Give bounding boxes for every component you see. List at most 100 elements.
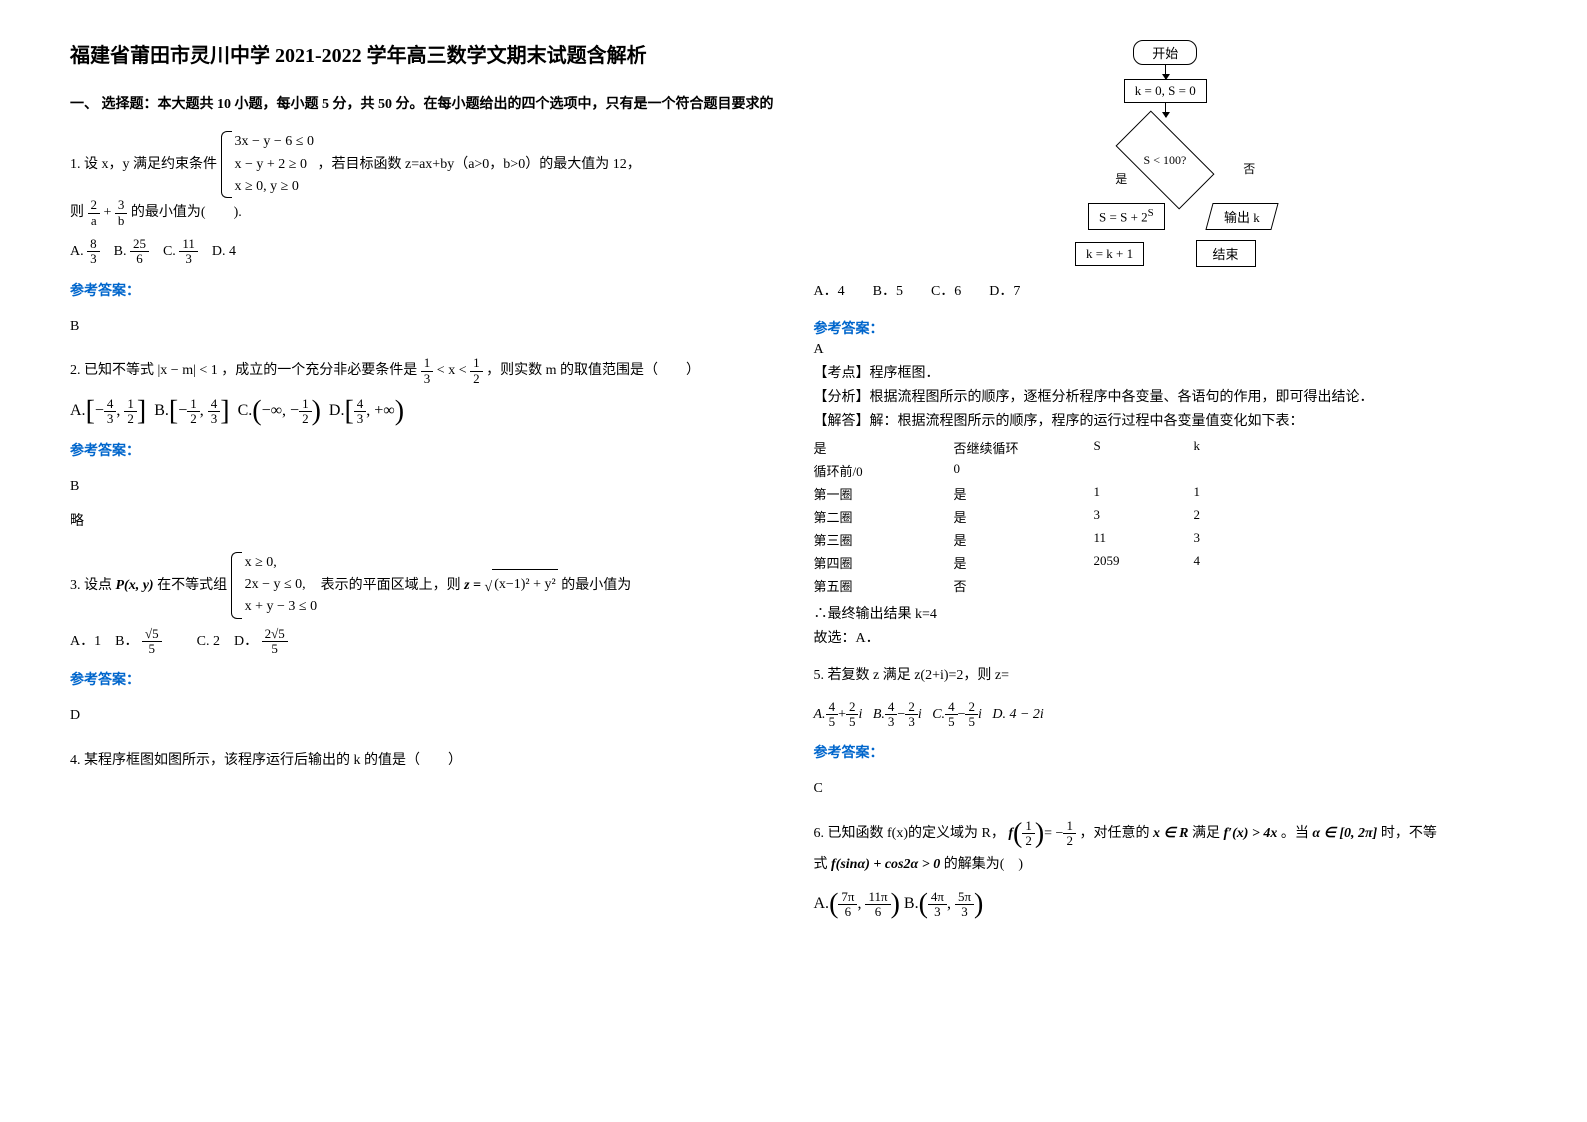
q1-l2-before: 则 bbox=[70, 205, 84, 220]
q4-concl2: 故选：A． bbox=[814, 627, 1518, 647]
q1-options: A. 83 B. 256 C. 113 D. 4 bbox=[70, 237, 774, 267]
flowchart: 开始 k = 0, S = 0 S < 100? 否 是 S = S + 2S … bbox=[1055, 40, 1275, 267]
q1-stem2: 则 2a + 3b 的最小值为( ). bbox=[70, 198, 774, 229]
q3-optB-lbl: B． bbox=[115, 634, 138, 649]
q3-optD-lbl: D． bbox=[234, 634, 258, 649]
q2-frac-l: 13 bbox=[421, 356, 434, 386]
fc-decision: S < 100? bbox=[1116, 111, 1215, 210]
fc-yes-label: 是 bbox=[1115, 170, 1127, 187]
q2-optC: C. bbox=[238, 402, 253, 419]
q5-stem: 5. 若复数 z 满足 z(2+i)=2，则 z= bbox=[814, 661, 1518, 692]
q2-note: 略 bbox=[70, 507, 774, 538]
page-title: 福建省莆田市灵川中学 2021-2022 学年高三数学文期末试题含解析 bbox=[70, 40, 774, 72]
q6-options: A.(7π6, 11π6) B.(4π3, 5π3) bbox=[814, 888, 1518, 920]
q6-alpha: α ∈ [0, 2π] bbox=[1312, 826, 1377, 841]
q2-optA: A. bbox=[70, 402, 86, 419]
q5-optB: B. bbox=[873, 707, 885, 722]
right-column: 开始 k = 0, S = 0 S < 100? 否 是 S = S + 2S … bbox=[794, 40, 1538, 1082]
table-row: 第五圈否 bbox=[814, 576, 1518, 595]
fc-row-end: k = k + 1 结束 bbox=[1055, 240, 1275, 267]
q2-ans: B bbox=[70, 472, 774, 503]
q5-options: A.45+25i B.43−23i C.45−25i D. 4 − 2i bbox=[814, 700, 1518, 730]
fc-arrow bbox=[1165, 65, 1167, 79]
q6-stem2: 式 f(sinα) + cos2α > 0 的解集为( ) bbox=[814, 850, 1518, 881]
section-heading: 一、 选择题：本大题共 10 小题，每小题 5 分，共 50 分。在每小题给出的… bbox=[70, 92, 774, 117]
q1-sys-l2: x − y + 2 ≥ 0 bbox=[235, 154, 314, 176]
fc-step1: S = S + 2S bbox=[1088, 203, 1165, 229]
q3-ans: D bbox=[70, 701, 774, 732]
question-6: 6. 已知函数 f(x)的定义域为 R， f(12)= −12 ，对任意的 x … bbox=[814, 819, 1518, 921]
q1-optD: D. 4 bbox=[212, 244, 236, 259]
q4-table: 是否继续循环Sk 循环前/00 第一圈是11 第二圈是32 第三圈是113 第四… bbox=[814, 438, 1518, 595]
q3-sqrt: (x−1)² + y² bbox=[492, 569, 558, 601]
q1-ans-label: 参考答案： bbox=[70, 277, 774, 308]
q6-mid: ，对任意的 bbox=[1079, 826, 1149, 841]
q3-mid: 在不等式组 bbox=[157, 577, 227, 592]
q2-after: ，则实数 m 的取值范围是（ ） bbox=[486, 363, 700, 378]
q4-analysis: 【分析】根据流程图所示的顺序，逐框分析程序中各变量、各语句的作用，即可得出结论． bbox=[814, 386, 1518, 406]
table-row: 第二圈是32 bbox=[814, 507, 1518, 526]
q2-ans-label: 参考答案： bbox=[70, 437, 774, 468]
q6-optA: A. bbox=[814, 895, 830, 912]
q5-optD: D. 4 − 2i bbox=[992, 707, 1043, 722]
q3-after1: 表示的平面区域上，则 bbox=[321, 577, 461, 592]
q2-midineq: < x < bbox=[437, 363, 467, 378]
fc-output: 输出 k bbox=[1206, 203, 1279, 230]
q3-sys-l2: 2x − y ≤ 0, bbox=[245, 574, 317, 596]
q3-options: A．1 B． √55 C. 2 D． 2√55 bbox=[70, 627, 774, 657]
q1-frac2: 3b bbox=[115, 198, 128, 228]
q5-ans: C bbox=[814, 774, 1518, 805]
q6-after: 时，不等 bbox=[1381, 826, 1437, 841]
q3-zeq: z = bbox=[464, 577, 484, 592]
q2-before: 2. 已知不等式 bbox=[70, 363, 154, 378]
q6-before: 6. 已知函数 f(x)的定义域为 R， bbox=[814, 826, 1005, 841]
q6-xr: x ∈ R bbox=[1153, 826, 1189, 841]
table-row: 第三圈是113 bbox=[814, 530, 1518, 549]
question-2: 2. 已知不等式 |x − m| < 1 ，成立的一个充分非必要条件是 13 <… bbox=[70, 356, 774, 537]
q3-sys-l1: x ≥ 0, bbox=[245, 552, 317, 574]
q4-ans: A bbox=[814, 342, 1518, 358]
table-row: 第四圈是20594 bbox=[814, 553, 1518, 572]
q2-options: A.[−43, 12] B.[−12, 43] C.(−∞, −12) D.[4… bbox=[70, 395, 774, 427]
q3-before: 3. 设点 bbox=[70, 577, 112, 592]
q6-l2-after: 的解集为( ) bbox=[944, 857, 1023, 872]
table-header: 是否继续循环Sk bbox=[814, 438, 1518, 457]
fc-no-label: 否 bbox=[1243, 160, 1255, 177]
q1-after: ，若目标函数 z=ax+by（a>0，b>0）的最大值为 12， bbox=[317, 157, 640, 172]
q4-ans-label: 参考答案： bbox=[814, 318, 1518, 338]
q1-stem: 1. 设 x，y 满足约束条件 3x − y − 6 ≤ 0 x − y + 2… bbox=[70, 131, 774, 198]
q6-mid2: 满足 bbox=[1192, 826, 1220, 841]
q2-optB: B. bbox=[154, 402, 169, 419]
q3-pxy: P(x, y) bbox=[116, 577, 154, 592]
question-5: 5. 若复数 z 满足 z(2+i)=2，则 z= A.45+25i B.43−… bbox=[814, 661, 1518, 805]
fc-start: 开始 bbox=[1133, 40, 1197, 65]
fc-arrow bbox=[1165, 103, 1167, 117]
q3-optD: 2√55 bbox=[262, 627, 288, 657]
q1-sys-l1: 3x − y − 6 ≤ 0 bbox=[235, 131, 314, 153]
question-1: 1. 设 x，y 满足约束条件 3x − y − 6 ≤ 0 x − y + 2… bbox=[70, 131, 774, 342]
q6-stem: 6. 已知函数 f(x)的定义域为 R， f(12)= −12 ，对任意的 x … bbox=[814, 819, 1518, 850]
q6-mid3: 。当 bbox=[1281, 826, 1309, 841]
q5-ans-label: 参考答案： bbox=[814, 739, 1518, 770]
q4-kp: 【考点】程序框图． bbox=[814, 362, 1518, 382]
q4-solution: 【解答】解：根据流程图所示的顺序，程序的运行过程中各变量值变化如下表： bbox=[814, 410, 1518, 430]
q1-optC: 113 bbox=[179, 237, 198, 267]
q6-optB: B. bbox=[904, 895, 919, 912]
question-4-stem: 4. 某程序框图如图所示，该程序运行后输出的 k 的值是（ ） bbox=[70, 746, 774, 777]
q3-stem: 3. 设点 P(x, y) 在不等式组 x ≥ 0, 2x − y ≤ 0, x… bbox=[70, 552, 774, 619]
q2-ineq1: |x − m| < 1 bbox=[158, 363, 218, 378]
q3-sys-l3: x + y − 3 ≤ 0 bbox=[245, 596, 317, 618]
q1-sys-l3: x ≥ 0, y ≥ 0 bbox=[235, 176, 314, 198]
question-3: 3. 设点 P(x, y) 在不等式组 x ≥ 0, 2x − y ≤ 0, x… bbox=[70, 552, 774, 732]
table-row: 循环前/00 bbox=[814, 461, 1518, 480]
q1-optB: 256 bbox=[130, 237, 149, 267]
q1-optA: 83 bbox=[87, 237, 100, 267]
q4-concl1: ∴最终输出结果 k=4 bbox=[814, 603, 1518, 623]
q4-stem: 4. 某程序框图如图所示，该程序运行后输出的 k 的值是（ ） bbox=[70, 746, 774, 777]
q2-optD: D. bbox=[329, 402, 345, 419]
left-column: 福建省莆田市灵川中学 2021-2022 学年高三数学文期末试题含解析 一、 选… bbox=[50, 40, 794, 1082]
q1-ans: B bbox=[70, 312, 774, 343]
fc-end: 结束 bbox=[1196, 240, 1256, 267]
fc-row-step: S = S + 2S 输出 k bbox=[1055, 203, 1275, 230]
q5-optC: C. bbox=[932, 707, 945, 722]
